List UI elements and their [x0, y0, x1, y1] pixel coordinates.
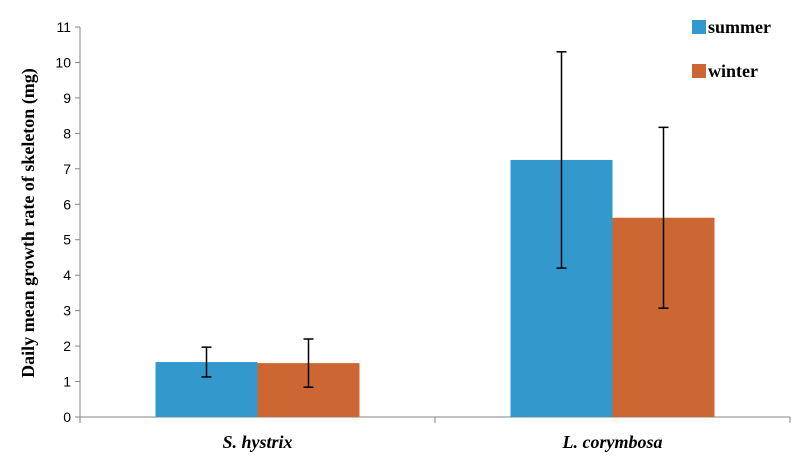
y-tick-label: 1 — [63, 374, 71, 390]
x-category-label: S. hystrix — [222, 432, 292, 452]
x-category-label: L. corymbosa — [562, 432, 663, 452]
y-tick-label: 3 — [63, 303, 71, 319]
y-tick-label: 4 — [63, 267, 71, 283]
y-tick-label: 0 — [63, 409, 71, 425]
y-tick-label: 7 — [63, 161, 71, 177]
y-axis-title: Daily mean growth rate of skeleton (mg) — [18, 68, 39, 378]
legend: summer winter — [692, 17, 771, 81]
y-tick-label: 11 — [56, 19, 71, 35]
legend-label: winter — [708, 61, 758, 81]
y-tick-label: 9 — [63, 90, 71, 106]
y-tick-label: 2 — [63, 338, 71, 354]
plot-area: 0 1 2 3 4 5 6 7 8 9 10 11 S. hystrix L. corymbosa — [55, 19, 791, 452]
y-tick-label: 10 — [55, 54, 71, 70]
y-tick-label: 6 — [63, 196, 71, 212]
legend-swatch-winter — [692, 64, 706, 78]
y-tick-label: 5 — [63, 232, 71, 248]
legend-label: summer — [708, 17, 771, 37]
y-tick-label: 8 — [63, 125, 71, 141]
legend-swatch-summer — [692, 20, 706, 34]
